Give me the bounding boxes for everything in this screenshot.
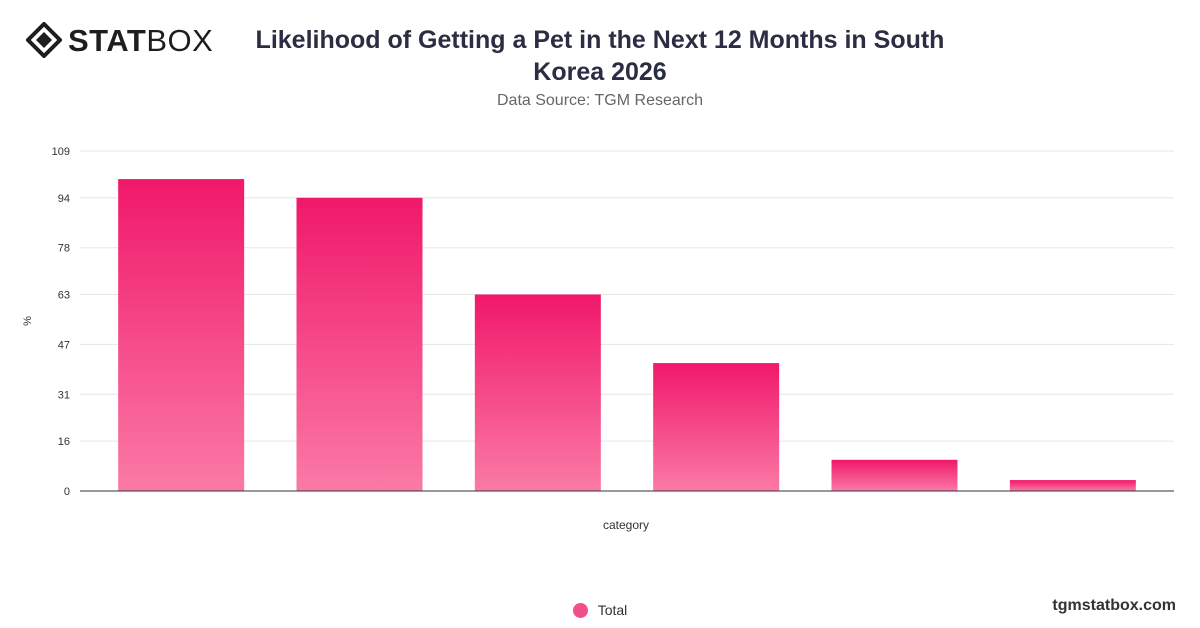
bar[interactable] <box>1009 480 1136 491</box>
y-tick-label: 78 <box>58 243 70 255</box>
legend: Total <box>0 602 1200 618</box>
x-axis-label: category <box>603 518 649 532</box>
statbox-diamond-icon <box>26 22 62 58</box>
brand-name: STATBOX <box>68 25 213 56</box>
chart-subtitle: Data Source: TGM Research <box>496 92 703 109</box>
y-axis-ticks: 0 16 31 47 63 78 94 109 <box>52 146 70 498</box>
y-tick-label: 94 <box>58 193 70 205</box>
brand-name-regular: BOX <box>146 22 214 58</box>
brand-logo: STATBOX <box>26 22 213 58</box>
bar[interactable] <box>653 363 780 491</box>
y-tick-label: 63 <box>58 289 70 301</box>
y-tick-label: 47 <box>58 339 70 351</box>
y-tick-label: 31 <box>58 389 70 401</box>
brand-name-bold: STAT <box>68 22 147 58</box>
bar[interactable] <box>831 459 958 491</box>
bar[interactable] <box>296 197 423 491</box>
site-url: tgmstatbox.com <box>1052 597 1176 614</box>
bar[interactable] <box>474 294 601 491</box>
bar[interactable] <box>118 179 245 491</box>
legend-swatch <box>572 602 588 618</box>
y-tick-label: 0 <box>64 486 70 498</box>
grid-lines <box>80 150 1174 442</box>
y-tick-label: 16 <box>58 436 70 448</box>
chart-title: Likelihood of Getting a Pet in the Next … <box>255 26 945 86</box>
y-axis-label: % <box>22 316 34 326</box>
bars <box>118 179 1136 491</box>
y-tick-label: 109 <box>52 146 70 158</box>
legend-label: Total <box>597 602 628 618</box>
